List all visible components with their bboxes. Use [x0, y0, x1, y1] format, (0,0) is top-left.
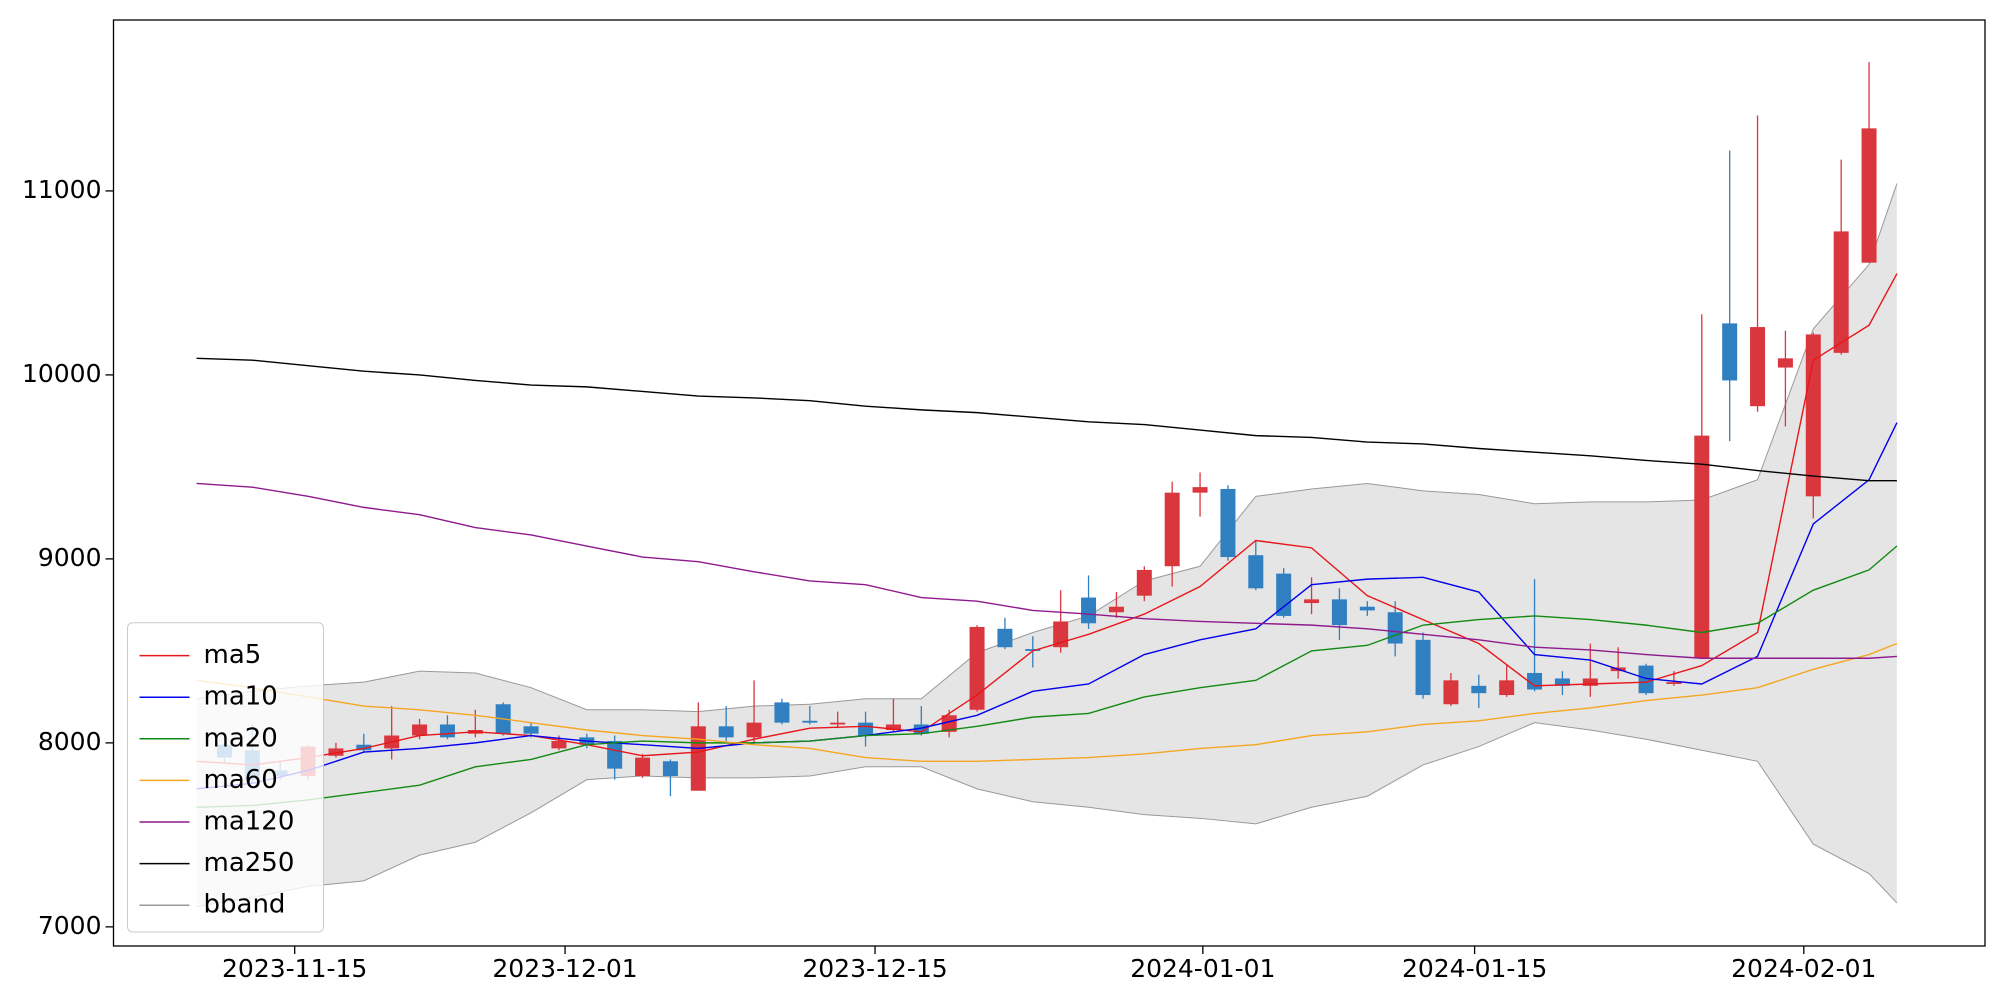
- plot-frame: [112, 19, 1986, 947]
- ma-line: [196, 545, 1898, 808]
- candle-body: [1499, 680, 1515, 696]
- candle-body: [1694, 435, 1710, 659]
- candle-body: [746, 722, 762, 738]
- candle-body: [969, 626, 985, 710]
- candle-body: [1136, 569, 1152, 596]
- candle-body: [1582, 678, 1598, 686]
- candle-body: [1331, 599, 1347, 626]
- x-tick-label: 2023-12-01: [492, 954, 637, 983]
- legend-label: ma120: [204, 807, 295, 837]
- x-tick-label: 2024-01-01: [1130, 954, 1275, 983]
- candle-body: [1248, 555, 1264, 589]
- x-tick-label: 2024-02-01: [1731, 954, 1876, 983]
- legend-label: ma60: [204, 765, 278, 795]
- x-tick-label: 2024-01-15: [1402, 954, 1547, 983]
- candle-body: [885, 724, 901, 731]
- y-tick-label: 11000: [22, 175, 102, 204]
- candle-body: [1750, 327, 1766, 407]
- candle-body: [1443, 680, 1459, 705]
- candle-body: [858, 722, 874, 736]
- ma-line: [196, 422, 1898, 790]
- candle-body: [551, 741, 567, 749]
- candle-body: [356, 744, 372, 751]
- candle-body: [774, 702, 790, 723]
- candle-body: [1220, 488, 1236, 558]
- candle-body: [913, 724, 929, 734]
- candle-body: [1387, 612, 1403, 644]
- candle-body: [1666, 682, 1682, 685]
- candle-body: [1833, 231, 1849, 353]
- candle-body: [997, 628, 1013, 648]
- candle-body: [802, 720, 818, 723]
- candle-body: [523, 726, 539, 734]
- candle-body: [1777, 358, 1793, 368]
- candle-body: [328, 748, 344, 756]
- x-tick-label: 2023-12-15: [802, 954, 947, 983]
- legend-label: bband: [204, 890, 286, 920]
- candle-body: [412, 724, 428, 736]
- legend-label: ma20: [204, 723, 278, 753]
- candle-body: [718, 726, 734, 738]
- candle-body: [607, 741, 623, 769]
- candle-body: [635, 757, 651, 776]
- candle-body: [1359, 606, 1375, 611]
- candle-body: [1722, 323, 1738, 381]
- y-tick-label: 7000: [38, 911, 102, 940]
- bband-area: [196, 183, 1897, 907]
- y-tick-label: 8000: [38, 727, 102, 756]
- legend-label: ma5: [204, 640, 262, 670]
- candle-body: [1276, 573, 1292, 616]
- candle-body: [1805, 334, 1821, 497]
- candle-body: [1471, 685, 1487, 694]
- bband-lower: [196, 722, 1898, 908]
- candle-body: [1025, 649, 1041, 651]
- candle-body: [1053, 621, 1069, 648]
- candle-body: [690, 726, 706, 791]
- legend-box: [127, 622, 324, 933]
- ma-line: [196, 357, 1897, 482]
- y-tick-label: 9000: [38, 543, 102, 572]
- candle-body: [1638, 665, 1654, 694]
- candle-body: [941, 715, 957, 732]
- y-tick-label: 10000: [22, 359, 102, 388]
- candle-body: [1192, 487, 1208, 493]
- ma-line: [196, 482, 1897, 659]
- ma-line: [196, 642, 1898, 762]
- legend-label: ma10: [204, 682, 278, 712]
- x-tick-label: 2023-11-15: [222, 954, 367, 983]
- candle-body: [1304, 599, 1320, 604]
- candle-body: [1164, 492, 1180, 567]
- candle-body: [1554, 678, 1570, 686]
- candle-body: [1081, 597, 1097, 624]
- candle-body: [830, 722, 846, 725]
- candle-body: [1108, 606, 1124, 613]
- legend-label: ma250: [204, 848, 295, 878]
- candle-body: [662, 761, 678, 776]
- candle-body: [1861, 128, 1877, 263]
- candle-body: [1415, 639, 1431, 696]
- candle-body: [439, 724, 455, 738]
- ma-line: [196, 273, 1898, 766]
